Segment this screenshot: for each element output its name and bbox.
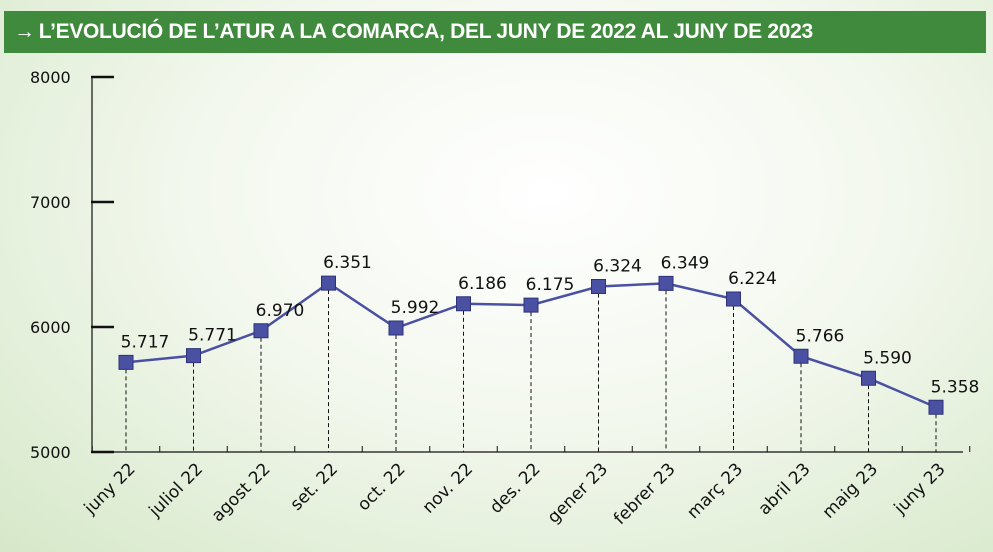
data-label: 5.992 [391,298,440,318]
data-point [186,348,201,364]
y-tick-label-7000: 7000 [30,193,71,212]
category-label: juny 23 [890,459,950,519]
category-label: oct. 22 [354,459,410,515]
data-label: 5.771 [188,326,237,346]
category-label: juliol 22 [145,459,207,521]
data-point [591,279,606,294]
data-label: 6.324 [593,257,642,277]
y-tick-label-8000: 8000 [30,68,71,87]
y-tick-label-6000: 6000 [30,318,71,337]
data-point [726,291,741,307]
data-label: 6.186 [458,274,507,294]
category-label: gener 23 [544,459,612,527]
y-tick-label-5000: 5000 [30,443,71,462]
data-point [793,348,809,364]
category-labels: juny 22 juliol 22 agost 22 set. 22 oct. 22 no… [80,459,950,529]
category-label: juny 22 [80,459,140,519]
data-point [321,275,336,291]
x-axis-ticks [91,446,971,452]
data-point [118,354,134,370]
chart-title: L’EVOLUCIÓ DE L’ATUR A LA COMARCA, DEL J… [38,20,814,43]
drop-lines [125,283,937,452]
data-label: 5.358 [931,377,980,397]
y-axis-ticks: 5000 6000 7000 8000 [30,68,114,462]
data-label: 6.349 [661,253,710,273]
category-label: set. 22 [287,459,342,514]
data-label: 5.590 [863,348,912,368]
data-label: 6.224 [728,269,777,289]
category-label: des. 22 [486,459,544,517]
arrow-right-icon: → [14,20,35,43]
category-label: abril 23 [755,459,815,519]
chart-title-bar: → L’EVOLUCIÓ DE L’ATUR A LA COMARCA, DEL… [4,11,986,53]
data-label: 6.351 [323,253,372,273]
category-label: agost 22 [208,459,275,526]
data-label: 6.175 [526,275,575,295]
data-point [253,323,269,339]
data-point [456,296,471,312]
data-point [861,370,876,386]
data-point [658,275,674,291]
category-label: nov. 22 [419,459,477,517]
data-label: 5.766 [796,326,845,346]
data-point [523,297,539,313]
data-markers [118,275,944,415]
data-label: 5.717 [121,332,170,352]
data-point [388,320,404,336]
data-labels: 5.717 5.771 6.970 6.351 5.992 6.186 6.175 6.324… [121,253,980,397]
data-point [928,399,944,415]
category-label: març 23 [683,459,747,523]
data-label: 6.970 [256,301,305,321]
category-label: maig 23 [819,459,882,522]
category-label: febrer 23 [610,459,680,529]
